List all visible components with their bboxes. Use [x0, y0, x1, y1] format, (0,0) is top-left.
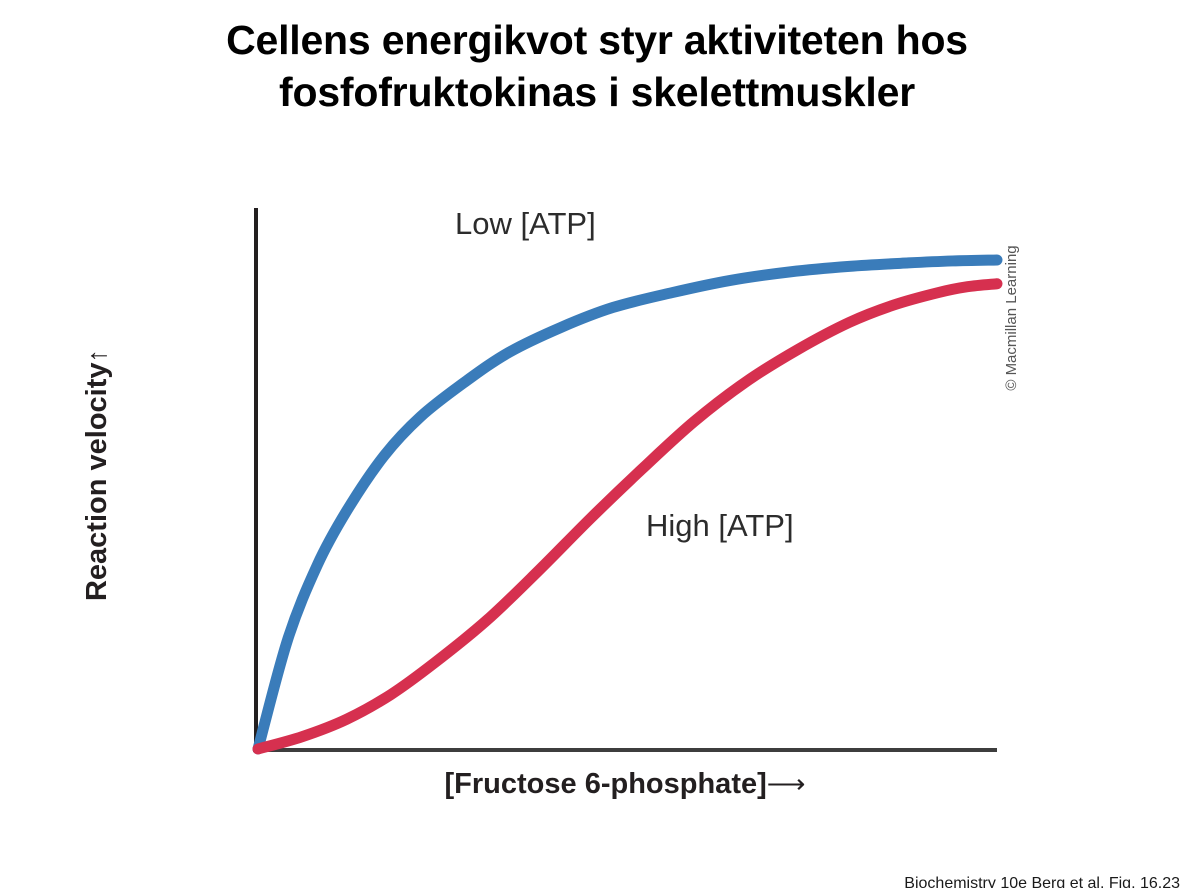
x-axis-arrow-icon: ⟶: [766, 769, 806, 799]
x-axis-label-text: [Fructose 6-phosphate]: [444, 768, 767, 800]
source-note: Biochemistry 10e Berg et al. Fig. 16.23: [0, 874, 1194, 888]
x-axis-label: [Fructose 6-phosphate]⟶: [253, 766, 997, 802]
curve-low-atp: [252, 254, 1003, 755]
chart-plot-area: [252, 208, 1003, 755]
curve-label-low-atp: Low [ATP]: [455, 206, 596, 241]
page-title: Cellens energikvot styr aktiviteten hos …: [0, 14, 1194, 118]
y-axis-arrow-icon: ↑: [82, 348, 112, 363]
page-title-line-1: Cellens energikvot styr aktiviteten hos: [226, 17, 968, 63]
source-note-text: Biochemistry 10e Berg et al. Fig. 16.23: [904, 875, 1180, 888]
curve-high-atp: [252, 278, 1003, 755]
curve-label-high-atp: High [ATP]: [646, 508, 794, 543]
y-axis-label-text: Reaction velocity: [81, 362, 113, 602]
page-title-line-2: fosfofruktokinas i skelettmuskler: [279, 69, 915, 115]
publisher-credit: © Macmillan Learning: [1003, 245, 1020, 391]
y-axis-label: Reaction velocity↑: [80, 315, 114, 635]
enzyme-kinetics-figure: Reaction velocity↑ [Fructose 6-phosphate…: [0, 188, 1194, 828]
